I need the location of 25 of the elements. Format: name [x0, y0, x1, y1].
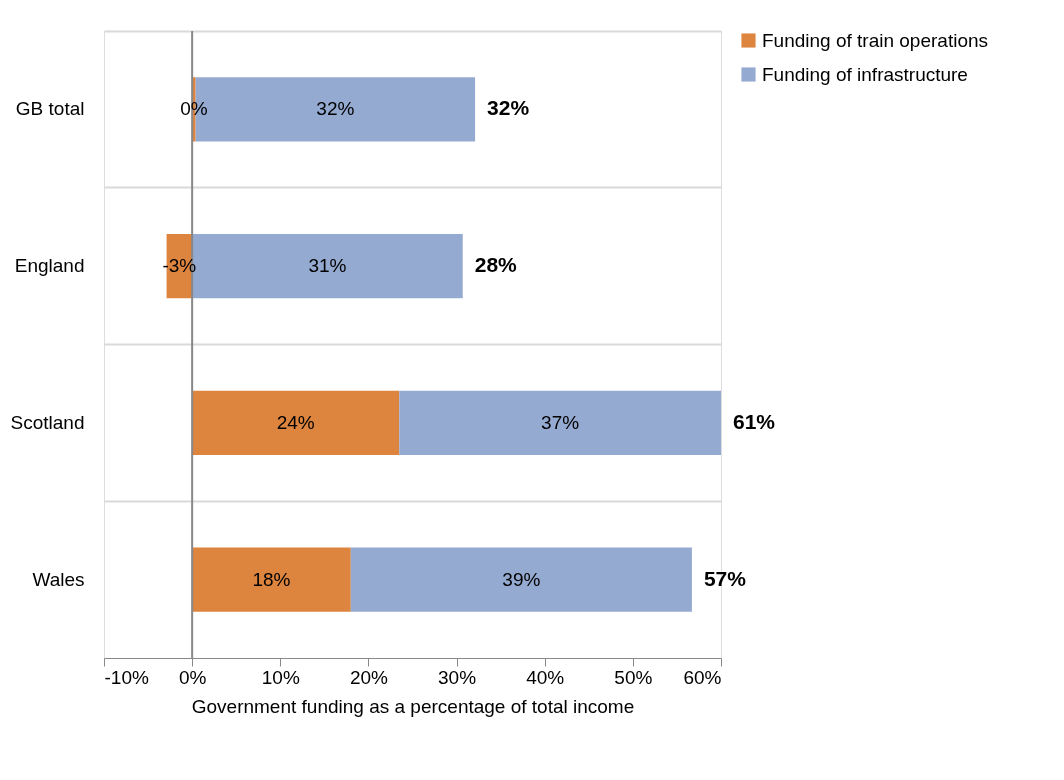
data-label: 39% — [502, 568, 541, 590]
data-label: 32% — [316, 98, 355, 120]
x-tick-label: 30% — [438, 666, 477, 688]
y-tick-label: Scotland — [10, 411, 85, 433]
data-label: 31% — [308, 255, 347, 277]
total-label: 57% — [703, 566, 747, 590]
y-tick-label: Wales — [32, 568, 85, 590]
data-label: 24% — [276, 411, 315, 433]
total-label: 32% — [487, 96, 530, 120]
y-tick-label: GB total — [15, 98, 85, 120]
y-tick-label: England — [14, 255, 85, 277]
x-tick-label: -10% — [104, 666, 149, 688]
x-tick-label: 10% — [261, 666, 300, 688]
x-tick-label: 60% — [683, 666, 722, 688]
total-label: 28% — [474, 253, 518, 277]
data-label: 37% — [541, 411, 580, 433]
total-label: 61% — [733, 409, 776, 433]
x-axis-title: Government funding as a percentage of total income — [191, 695, 635, 717]
x-tick-label: 40% — [526, 666, 565, 688]
legend-label: Funding of train operations — [762, 29, 989, 51]
data-label: 18% — [252, 568, 291, 590]
legend-label: Funding of infrastructure — [762, 63, 968, 85]
x-tick-label: 20% — [349, 666, 389, 688]
x-tick-label: 50% — [614, 666, 653, 688]
x-tick-label: 0% — [178, 666, 207, 688]
